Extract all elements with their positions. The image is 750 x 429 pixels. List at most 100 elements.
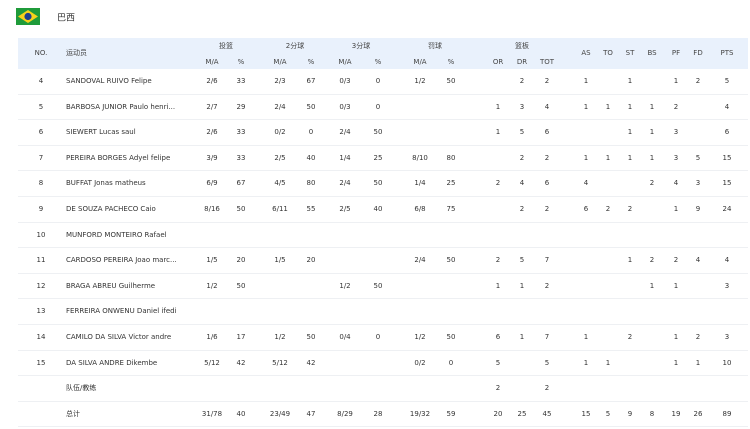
row-separator (18, 426, 748, 428)
stat-cell: 2/5 (274, 153, 286, 162)
stat-cell: 2/6 (206, 77, 218, 85)
stat-cell: 23/49 (269, 409, 291, 418)
stat-cell: 31/78 (201, 409, 223, 418)
stat-cell: 1 (627, 153, 633, 162)
table-header (18, 38, 748, 69)
stat-cell: 3 (673, 153, 679, 162)
stat-cell: 0 (308, 128, 314, 137)
player-name: MUNFORD MONTEIRO Rafael (66, 230, 167, 239)
stat-cell: 80 (306, 179, 316, 188)
stat-cell: 1/5 (274, 256, 286, 265)
stat-cell: 50 (306, 102, 316, 111)
stat-cell: 1 (605, 358, 611, 367)
stat-cell: 4 (38, 77, 44, 85)
stat-cell: 0 (448, 358, 454, 367)
row-separator (18, 170, 748, 172)
stat-cell: 50 (373, 128, 383, 137)
stat-cell: 13 (36, 307, 46, 316)
stat-cell: 4/5 (274, 179, 286, 188)
stat-cell: 50 (236, 281, 246, 290)
stat-cell: 1 (583, 102, 589, 111)
stat-cell: 33 (236, 153, 246, 162)
column-subheader: M/A (338, 58, 352, 66)
stat-cell: 0 (375, 333, 381, 341)
stat-cell: 1 (673, 358, 679, 367)
stat-cell: 0/3 (339, 102, 351, 111)
column-subheader: M/A (273, 58, 287, 66)
column-header: PTS (720, 49, 734, 57)
stat-cell: 5 (724, 77, 730, 85)
stat-cell: 2/6 (206, 128, 218, 137)
stat-cell: 2 (495, 256, 501, 265)
stat-cell: 1 (673, 333, 679, 341)
stat-cell: 2/4 (274, 102, 286, 111)
stat-cell: 1/2 (274, 333, 286, 341)
player-name: CARDOSO PEREIRA Joao marc... (66, 256, 177, 265)
stat-cell: 7 (544, 333, 550, 341)
stat-cell: 26 (693, 409, 703, 418)
stat-cell: 8/29 (337, 409, 353, 418)
stat-cell: 6 (724, 128, 730, 137)
stat-cell: 1/2 (414, 77, 426, 85)
stat-cell: 8/16 (204, 205, 220, 213)
stat-cell: 50 (373, 179, 383, 188)
stat-cell: 1 (673, 281, 679, 290)
stat-cell: 4 (724, 102, 730, 111)
stat-cell: 5/12 (272, 358, 288, 367)
row-separator (18, 349, 748, 351)
stat-cell: 4 (583, 179, 589, 188)
stat-cell: 6/11 (272, 205, 288, 213)
stat-cell: 9 (695, 205, 701, 213)
stat-cell: 1 (605, 153, 611, 162)
stat-cell: 6 (495, 333, 501, 341)
player-name: SANDOVAL RUIVO Felipe (66, 77, 152, 85)
row-separator (18, 144, 748, 146)
stat-cell: 80 (446, 153, 456, 162)
stat-cell: 10 (722, 358, 732, 367)
stat-cell: 1 (673, 205, 679, 213)
stat-cell: 1 (495, 128, 501, 137)
column-header: AS (581, 49, 591, 57)
player-name: DA SILVA ANDRE Dikembe (66, 358, 158, 367)
player-name: PEREIRA BORGES Adyel felipe (66, 153, 171, 162)
stat-cell: 12 (36, 281, 46, 290)
column-header: NO. (34, 49, 48, 57)
stat-cell: 3 (695, 179, 701, 188)
row-separator (18, 247, 748, 249)
stat-cell: 8/10 (412, 153, 428, 162)
column-header: TO (603, 49, 613, 57)
stat-cell: 2 (544, 384, 550, 393)
stat-cell: 1 (605, 102, 611, 111)
stat-cell: 15 (581, 409, 591, 418)
stat-cell: 40 (306, 153, 316, 162)
stat-cell: 6 (583, 205, 589, 213)
stat-cell: 2 (544, 153, 550, 162)
column-header: BS (647, 49, 657, 57)
stat-cell: 42 (306, 358, 316, 367)
column-header: FD (693, 49, 703, 57)
player-name: BARBOSA JUNIOR Paulo henri... (66, 102, 176, 111)
stat-cell: 6 (38, 128, 44, 137)
stat-cell: 1 (583, 358, 589, 367)
stat-cell: 4 (544, 102, 550, 111)
stat-cell: 1 (649, 153, 655, 162)
stat-cell: 33 (236, 128, 246, 137)
stat-cell: 1/2 (206, 281, 218, 290)
column-header: ST (625, 49, 635, 57)
stat-cell: 2 (495, 179, 501, 188)
stat-cell: 19/32 (409, 409, 431, 418)
stat-cell: 4 (724, 256, 730, 265)
stat-cell: 6/9 (206, 179, 218, 188)
stat-cell: 2 (495, 384, 501, 393)
stat-cell: 20 (306, 256, 316, 265)
stat-cell: 15 (36, 358, 46, 367)
stat-cell: 2/7 (206, 102, 218, 111)
stat-cell: 3 (673, 128, 679, 137)
flag (16, 8, 40, 25)
stat-cell: 1/2 (414, 333, 426, 341)
stat-cell: 40 (373, 205, 383, 213)
stat-cell: 2/4 (339, 128, 351, 137)
stat-cell: 15 (722, 153, 732, 162)
stat-cell: 5 (605, 409, 611, 418)
